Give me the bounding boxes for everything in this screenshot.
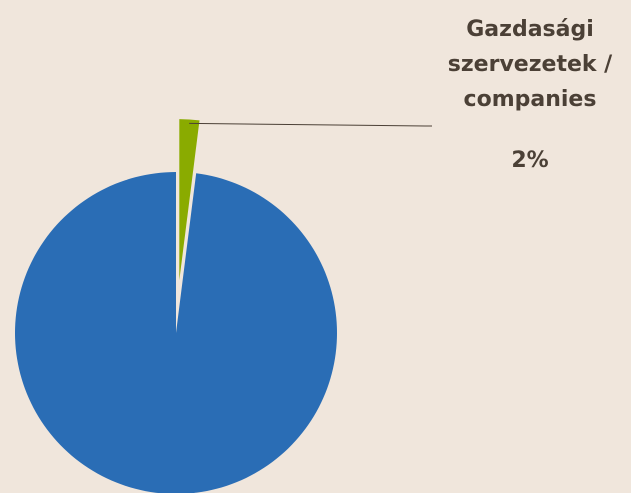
pie-slice bbox=[179, 119, 200, 281]
value-label: 2% bbox=[511, 148, 549, 173]
slice-label: Gazdasági szervezetek / companies bbox=[447, 17, 613, 112]
leader-line bbox=[189, 122, 432, 127]
pie-slice bbox=[14, 172, 337, 493]
